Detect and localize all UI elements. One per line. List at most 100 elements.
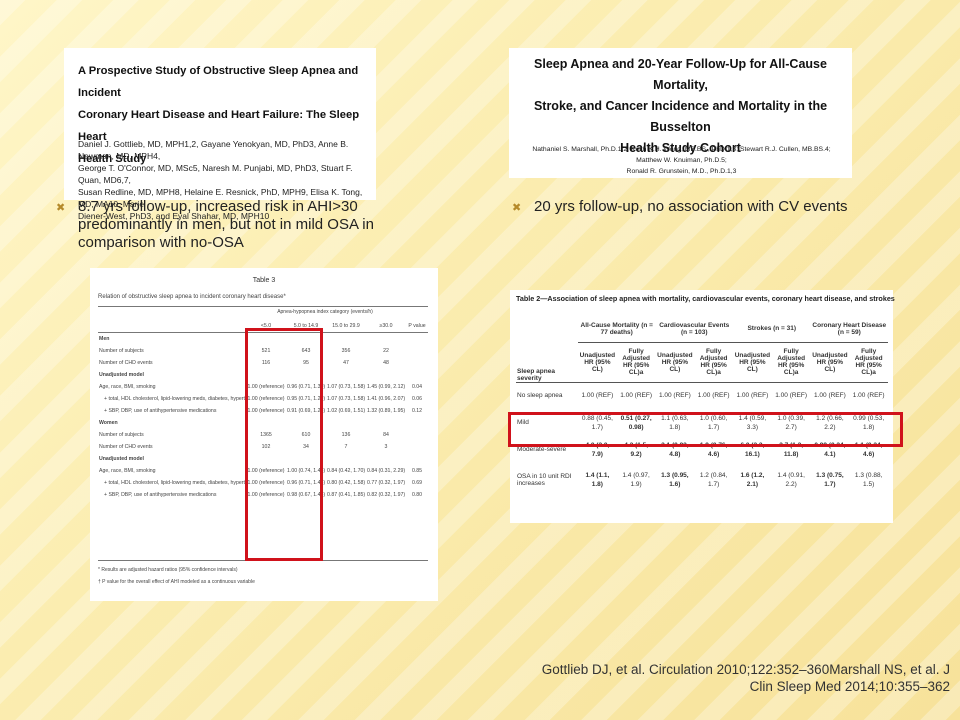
table2-group-row: All-Cause Mortality (n = 77 deaths) Card… <box>516 316 889 343</box>
paper2-authors: Nathaniel S. Marshall, Ph.D.1,2; Keith K… <box>519 144 844 177</box>
table3-cell: 643 <box>301 348 311 354</box>
table2-row-label: OSA in 10 unit RDI increases <box>517 473 572 487</box>
table3-cell <box>406 429 428 441</box>
table2-cell: 1.00 (REF) <box>736 392 769 400</box>
table2-cell: 1.00 (REF) <box>852 392 885 400</box>
paper2-author-line: Ronald R. Grunstein, M.D., Ph.D.1,3 <box>626 168 737 175</box>
table2-row: OSA in 10 unit RDI increases 1.4 (1.1, 1.… <box>516 463 888 497</box>
table2-cell: 1.00 (REF) <box>620 392 653 400</box>
table3-cell: 1.00 (reference) <box>247 384 285 390</box>
table3-rule <box>98 306 428 307</box>
table3-cell <box>366 417 406 429</box>
table3-cell: 0.06 <box>411 396 423 402</box>
table3-row: Women <box>98 417 428 429</box>
table3-cell <box>406 357 428 369</box>
table2-subheader: Fully Adjusted HR (95% CL)a <box>777 348 806 376</box>
table3-row: Age, race, BMI, smoking 1.00 (reference) 1… <box>98 465 428 477</box>
table3-cell: 1.00 (reference) <box>247 396 285 402</box>
bullet-left: ✖ 8.7 yrs follow-up, increased risk in A… <box>56 198 418 252</box>
table3-cell <box>406 369 428 381</box>
table3-cell: 1.00 (reference) <box>247 492 285 498</box>
table2-subheader: Unadjusted HR (95% CL) <box>657 351 693 373</box>
table3-cell: 610 <box>301 432 311 438</box>
table2-cell: 1.3 (0.75, 1.7) <box>816 472 844 488</box>
table3-cell <box>326 453 366 465</box>
highlight-box-table2-mild-row <box>508 412 903 447</box>
table2-subheader: Unadjusted HR (95% CL) <box>812 351 848 373</box>
table2-cell: 1.00 (REF) <box>813 392 846 400</box>
paper1-author-line: Daniel J. Gottlieb, MD, MPH1,2, Gayane Y… <box>78 139 349 161</box>
citation-line: Clin Sleep Med 2014;10:355–362 <box>749 679 950 694</box>
table3-row-label: + SBP, DBP, use of antihypertensive medi… <box>104 408 217 414</box>
table3-row: + total, HDL cholesterol, lipid-lowering… <box>98 477 428 489</box>
table2-group-header: All-Cause Mortality (n = 77 deaths) <box>578 316 656 343</box>
table3-cell: 0.98 (0.67, 1.44) <box>287 492 326 498</box>
table3-row-label: Number of subjects <box>99 432 144 438</box>
table2-row-label: No sleep apnea <box>517 392 563 400</box>
table3-row-label: Age, race, BMI, smoking <box>99 384 156 390</box>
table3-row: + SBP, DBP, use of antihypertensive medi… <box>98 405 428 417</box>
table3-cell: 34 <box>303 444 309 450</box>
table3-row: Age, race, BMI, smoking 1.00 (reference) 0… <box>98 381 428 393</box>
table3-cell: 0.69 <box>411 480 423 486</box>
table3-image: Table 3 Relation of obstructive sleep ap… <box>90 268 438 601</box>
table3-col-header: P value <box>408 323 426 329</box>
table3-row: + SBP, DBP, use of antihypertensive medi… <box>98 489 428 501</box>
table3-cell: 47 <box>343 360 349 366</box>
paper1-authors: Daniel J. Gottlieb, MD, MPH1,2, Gayane Y… <box>78 138 374 222</box>
table3-footnote: † P value for the overall effect of AHI … <box>98 579 255 585</box>
table3-cell <box>366 453 406 465</box>
table3-row-label: + total, HDL cholesterol, lipid-lowering… <box>104 480 246 486</box>
table3-row-label: Unadjusted model <box>99 456 144 462</box>
paper1-title-line: Health Study <box>78 153 147 165</box>
paper2-header-image: Sleep Apnea and 20-Year Follow-Up for Al… <box>509 48 852 178</box>
table3-row-label: Men <box>99 336 110 342</box>
table2-cell: 1.2 (0.84, 1.7) <box>699 472 728 488</box>
table2-subheader: Fully Adjusted HR (95% CL)a <box>699 348 728 376</box>
table3-cell <box>406 441 428 453</box>
table2-image: Table 2—Association of sleep apnea with … <box>510 290 895 523</box>
table3-footnote: * Results are adjusted hazard ratios (95… <box>98 567 238 573</box>
table2-subheader: Fully Adjusted HR (95% CL)a <box>854 348 883 376</box>
paper2-title: Sleep Apnea and 20-Year Follow-Up for Al… <box>509 54 852 159</box>
table3-cell: 0.80 <box>411 492 423 498</box>
table3-cell: 1365 <box>260 432 272 438</box>
table3-row: + total, HDL cholesterol, lipid-lowering… <box>98 393 428 405</box>
table3-row-label: Unadjusted model <box>99 372 144 378</box>
table2: All-Cause Mortality (n = 77 deaths) Card… <box>516 316 889 497</box>
table2-cell: 1.00 (REF) <box>775 392 808 400</box>
bullet-left-line: predominantly in men, but not in mild OS… <box>78 216 374 233</box>
table3-cell <box>326 369 366 381</box>
table2-row-label-header: Sleep apnea severity <box>517 367 555 382</box>
paper2-title-line: Health Study Cohort <box>620 141 741 155</box>
table3-cell: 0.80 (0.42, 1.58) <box>327 480 366 486</box>
table2-subheader: Unadjusted HR (95% CL) <box>734 351 771 373</box>
table2-cell: 1.00 (REF) <box>697 392 730 400</box>
bullet-left-line: 8.7 yrs follow-up, increased risk in AHI… <box>78 198 358 215</box>
table3-group-header: Apnea-hypopnea index category (events/h) <box>277 309 373 315</box>
paper1-author-line: George T. O'Connor, MD, MSc5, Naresh M. … <box>78 163 353 185</box>
paper1-author-line: Diener-West, PhD3, and Eyal Shahar, MD, … <box>78 211 270 221</box>
table3-row: Number of subjects 521 643 356 22 <box>98 345 428 357</box>
table2-subheader: Unadjusted HR (95% CL) <box>579 351 616 373</box>
bullet-right-text: 20 yrs follow-up, no association with CV… <box>534 198 848 215</box>
table2-row: Mild 0.88 (0.45, 1.7) 0.51 (0.27, 0.98) 1.1… <box>516 409 888 436</box>
paper2-title-line: Sleep Apnea and 20-Year Follow-Up for Al… <box>534 57 827 92</box>
paper1-header-image: A Prospective Study of Obstructive Sleep… <box>64 48 376 221</box>
table2-row-label: Mild <box>517 419 529 426</box>
table2-cell: 1.4 (0.97, 1.9) <box>622 472 650 488</box>
table2-cell: 1.4 (0.59, 3.3) <box>738 414 767 431</box>
table3-cell <box>326 417 366 429</box>
table3-cell: 1.00 (0.74, 1.45) <box>287 468 326 474</box>
table3-row: Number of subjects 1365 610 136 84 <box>98 429 428 441</box>
table3-cell <box>406 345 428 357</box>
table3-row-label: Number of CHD events <box>99 444 153 450</box>
table3-cell <box>406 417 428 429</box>
table2-cell: 1.0 (0.39, 2.7) <box>777 414 805 431</box>
table3-cell <box>366 333 406 346</box>
table3-col-header: <5.0 <box>260 323 272 329</box>
paper2-author-line: Nathaniel S. Marshall, Ph.D.1,2; Keith K… <box>532 146 831 164</box>
table3-cell <box>406 453 428 465</box>
paper1-author-line: Susan Redline, MD, MPH8, Helaine E. Resn… <box>78 187 363 209</box>
table3-cell: 1.00 (reference) <box>247 408 285 414</box>
